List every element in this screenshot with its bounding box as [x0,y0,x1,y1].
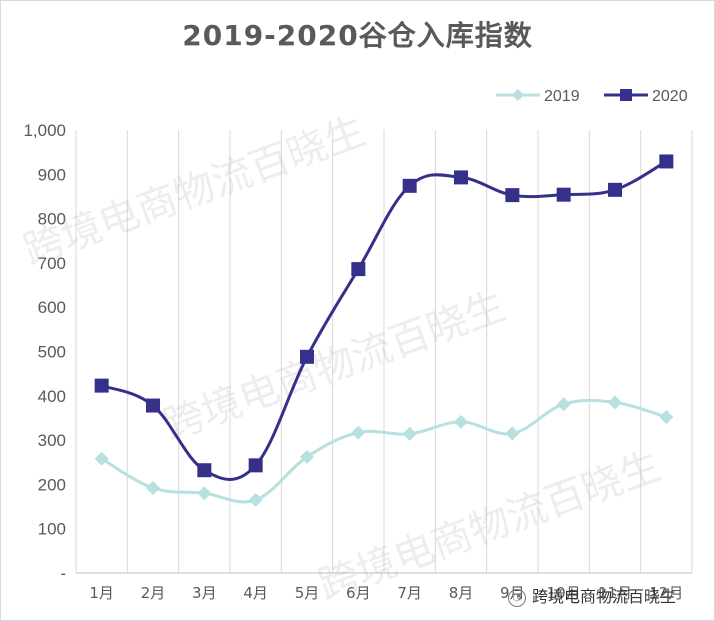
x-tick-label: 8月 [449,584,474,602]
x-tick-label: 10月 [547,584,581,602]
data-point-diamond [94,451,109,466]
x-tick-label: 1月 [89,584,114,602]
data-point-diamond [608,395,622,410]
data-point-square [351,262,366,277]
data-point-diamond [197,486,212,501]
data-point-diamond [248,492,263,507]
y-tick-label: 400 [38,387,66,406]
y-tick-label: - [60,564,66,583]
legend-label: 2020 [652,88,688,105]
data-point-square [300,349,314,364]
y-tick-label: 1,000 [23,121,66,140]
data-point-diamond [505,426,520,441]
y-tick-label: 600 [38,298,66,317]
data-point-diamond [146,480,160,495]
x-tick-label: 2月 [141,584,166,602]
series-2020 [94,154,674,481]
data-point-diamond [556,397,571,412]
watermark-text: 跨境电商物流百晓生 [18,108,372,274]
x-tick-label: 5月 [295,584,320,602]
x-tick-label: 6月 [346,584,371,602]
y-tick-label: 100 [38,520,66,539]
y-tick-label: 300 [38,431,66,450]
data-point-square [146,398,160,413]
data-point-diamond [300,449,314,464]
data-point-square [94,378,109,393]
y-tick-label: 900 [38,165,66,184]
x-tick-label: 3月 [192,584,217,602]
chart-title: 2019-2020谷仓入库指数 [182,19,533,52]
credit: ◔ 跨境电商物流百晓生 [508,583,676,607]
data-point-diamond [454,414,468,429]
legend-marker-diamond [512,89,524,101]
series-2019 [94,395,674,507]
y-tick-label: 700 [38,254,66,273]
series-group [94,154,674,507]
x-tick-label: 12月 [649,584,683,602]
data-point-diamond [402,426,417,441]
data-point-square [454,170,468,185]
data-point-square [556,187,571,202]
data-point-square [505,188,520,203]
data-point-diamond [351,425,366,440]
y-tick-label: 500 [38,343,66,362]
data-point-square [659,154,674,169]
legend-marker-square [620,89,632,101]
data-point-square [248,458,263,473]
tick-labels: - 100 200 300 400 500 600 700 800 900 1,000 1月 2月 3月 4… [23,121,683,602]
data-point-square [197,463,212,478]
wechat-icon: ◔ [508,588,526,607]
legend: 2019 2020 [496,88,688,105]
legend-label: 2019 [544,88,580,105]
data-point-diamond [659,410,674,425]
credit-text: 跨境电商物流百晓生 [532,587,677,606]
y-tick-label: 800 [38,210,66,229]
x-tick-label: 4月 [243,584,268,602]
x-tick-label: 7月 [397,584,422,602]
data-point-square [608,182,622,197]
data-point-square [402,178,417,193]
y-tick-label: 200 [38,475,66,494]
x-tick-label: 11月 [598,584,632,602]
